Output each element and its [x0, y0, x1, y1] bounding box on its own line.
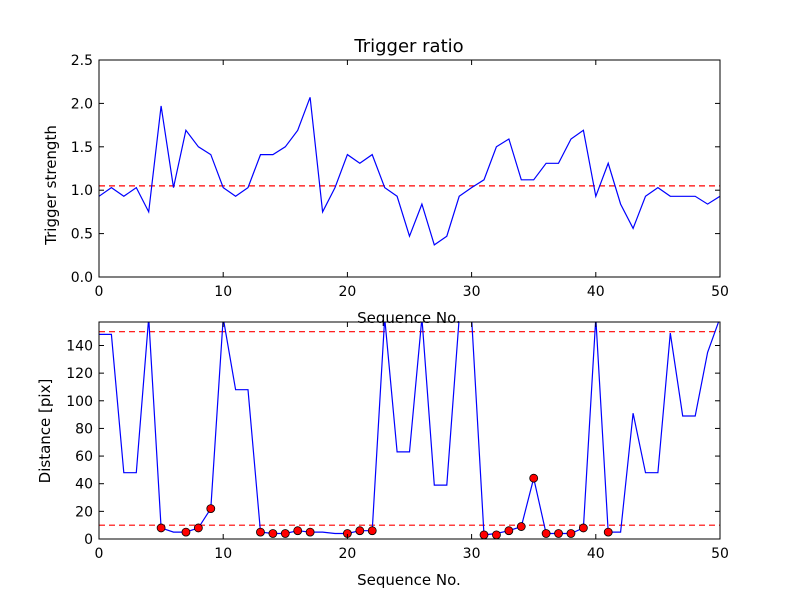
y-tick-label: 120	[66, 366, 93, 382]
data-point	[181, 527, 191, 537]
data-point	[305, 527, 315, 537]
y-axis-label: Distance [pix]	[36, 379, 54, 484]
plot-frame	[98, 59, 721, 278]
chart-title: Trigger ratio	[353, 36, 463, 57]
data-point	[206, 504, 216, 513]
data-point	[578, 523, 588, 533]
x-axis-label: Sequence No.	[357, 571, 461, 589]
data-point	[566, 529, 576, 538]
y-tick-label: 2.0	[71, 96, 93, 112]
x-tick-label: 20	[338, 284, 356, 300]
x-tick-label: 50	[711, 546, 729, 562]
x-tick-label: 40	[587, 546, 605, 562]
distance-plot: Sequence No. Distance [pix] 0 10 20 30 40 50 0…	[36, 321, 729, 589]
x-tick-label: 30	[463, 284, 481, 300]
x-tick-label: 50	[711, 284, 729, 300]
y-tick-label: 100	[66, 394, 93, 410]
y-tick-label: 2.5	[71, 53, 93, 69]
y-tick-label: 0.5	[71, 227, 93, 243]
plot-area	[99, 322, 720, 539]
plot-frame	[98, 321, 721, 540]
y-tick-label: 60	[75, 449, 93, 465]
series-line	[99, 322, 720, 536]
data-point	[280, 529, 290, 538]
y-axis-label: Trigger strength	[42, 125, 60, 246]
data-point	[603, 527, 613, 537]
y-tick-label: 1.0	[71, 183, 93, 199]
data-point	[367, 526, 377, 536]
data-point	[156, 523, 166, 533]
data-point	[492, 530, 501, 539]
data-point	[516, 522, 526, 531]
data-point	[293, 526, 303, 536]
y-tick-label: 140	[66, 338, 93, 354]
data-point	[529, 473, 539, 483]
trigger-ratio-plot: Trigger ratio Sequence No. Trigger stren…	[42, 36, 729, 327]
plot-area	[99, 97, 720, 246]
data-point	[479, 530, 489, 539]
x-tick-label: 0	[95, 546, 104, 562]
y-tick-label: 0.0	[71, 270, 93, 286]
x-tick-label: 40	[587, 284, 605, 300]
data-point	[193, 523, 203, 533]
x-tick-label: 10	[214, 546, 232, 562]
series-line	[99, 97, 720, 246]
y-tick-label: 40	[75, 477, 93, 493]
data-point	[268, 529, 278, 538]
data-point	[355, 526, 365, 536]
x-axis-label: Sequence No.	[357, 309, 461, 327]
data-point	[554, 529, 563, 538]
data-point	[541, 529, 551, 538]
y-tick-label: 0	[84, 532, 93, 548]
data-point	[256, 527, 265, 537]
data-point	[504, 526, 514, 536]
x-tick-label: 0	[95, 284, 104, 300]
x-tick-label: 30	[463, 546, 481, 562]
y-tick-label: 20	[75, 504, 93, 520]
x-tick-label: 20	[338, 546, 356, 562]
y-tick-label: 1.5	[71, 140, 93, 156]
y-tick-label: 80	[75, 421, 93, 437]
x-tick-label: 10	[214, 284, 232, 300]
